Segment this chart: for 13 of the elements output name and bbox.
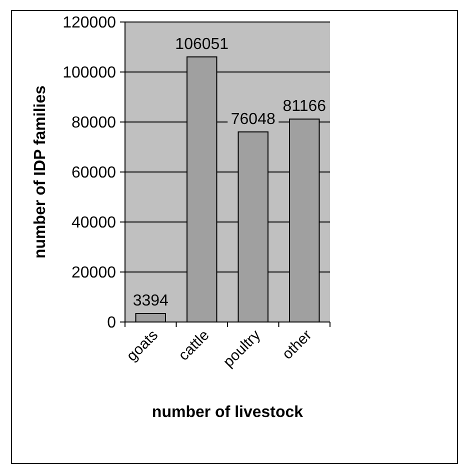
y-tick-label: 80000: [72, 114, 116, 132]
y-tick-label: 120000: [62, 14, 116, 32]
data-label: 106051: [175, 36, 229, 53]
y-tick-label: 20000: [72, 264, 116, 282]
data-label: 81166: [282, 98, 326, 116]
y-tick-label: 40000: [72, 214, 116, 232]
data-label: 3394: [132, 292, 169, 310]
y-tick-label: 100000: [62, 64, 116, 82]
x-axis-title: number of livestock: [152, 404, 304, 421]
y-axis-title: number of IDP families: [32, 85, 49, 259]
data-label: 76048: [230, 110, 276, 128]
y-tick-label: 60000: [72, 164, 116, 182]
y-tick-label: 0: [107, 314, 116, 332]
